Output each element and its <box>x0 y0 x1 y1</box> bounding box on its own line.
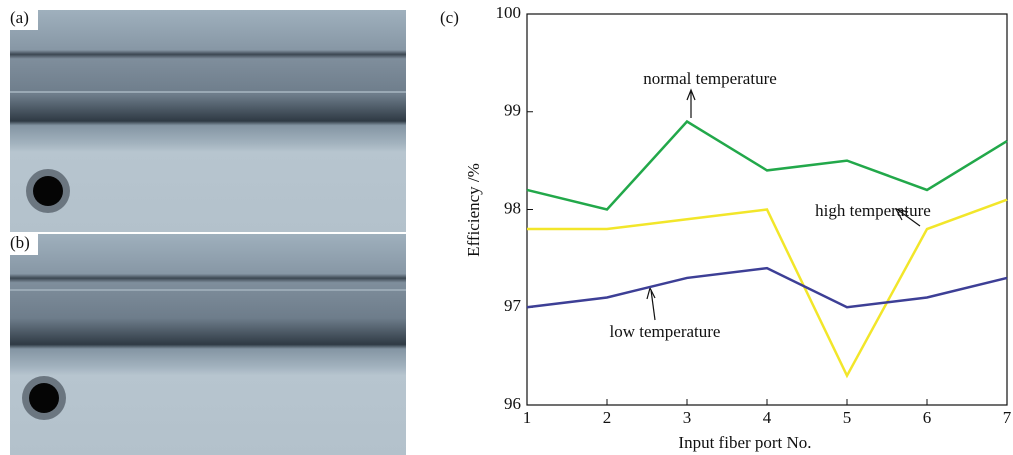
photo-a <box>10 10 406 232</box>
y-axis-label: Efficiency /% <box>464 163 483 257</box>
y-tick-label: 97 <box>504 296 522 315</box>
x-axis-label: Input fiber port No. <box>678 433 811 452</box>
x-tick-label: 1 <box>523 408 532 427</box>
series-line <box>526 119 1008 211</box>
series-annotation: high temperature <box>815 201 931 220</box>
x-tick-label: 4 <box>763 408 772 427</box>
panel-label: (b) <box>10 233 30 252</box>
y-tick-label: 96 <box>504 394 521 413</box>
series-annotation: low temperature <box>610 322 721 341</box>
x-tick-label: 3 <box>683 408 692 427</box>
panel-label: (c) <box>440 8 459 27</box>
label-bg <box>8 8 38 30</box>
panel-label: (a) <box>10 8 29 27</box>
annotation-arrows <box>646 88 921 321</box>
series-annotation: normal temperature <box>643 69 777 88</box>
x-tick-label: 6 <box>923 408 932 427</box>
x-tick-label: 7 <box>1003 408 1012 427</box>
y-tick-label: 98 <box>504 198 521 217</box>
x-tick-label: 5 <box>843 408 852 427</box>
y-tick-label: 100 <box>496 3 522 22</box>
photo-b <box>10 234 406 455</box>
label-bg <box>8 233 38 255</box>
x-tick-label: 2 <box>603 408 612 427</box>
series-line <box>526 266 1008 309</box>
y-tick-label: 99 <box>504 101 521 120</box>
series-line <box>527 198 1008 379</box>
